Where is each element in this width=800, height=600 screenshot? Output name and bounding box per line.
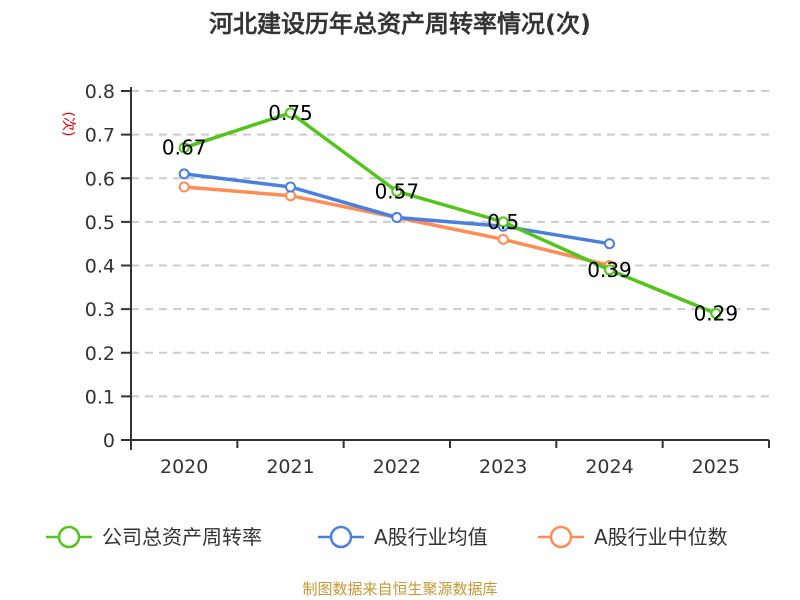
data-point [178, 181, 190, 193]
data-label: 0.75 [268, 101, 313, 125]
legend-marker-icon [549, 525, 573, 549]
y-tick-label: 0.2 [85, 343, 115, 365]
series-line [183, 111, 717, 316]
y-tick-label: 0.8 [85, 81, 115, 103]
data-point [285, 190, 296, 202]
legend-item: A股行业中位数 [538, 525, 728, 549]
x-tick-label: 2021 [266, 456, 314, 478]
data-label: 0.67 [162, 136, 207, 160]
data-point [391, 185, 403, 197]
y-tick-label: 0.6 [85, 168, 115, 190]
x-tick-label: 2024 [585, 456, 633, 478]
source-note: 制图数据来自恒生聚源数据库 [302, 580, 497, 598]
x-tick-label: 2020 [160, 456, 208, 478]
data-point [285, 107, 296, 119]
data-labels: 0.67 0.75 0.57 0.5 0.39 0.29 [162, 101, 738, 326]
y-tick-label: 0.1 [85, 386, 115, 408]
data-point [178, 142, 190, 154]
x-tick-label: 2025 [692, 456, 740, 478]
data-point [391, 212, 403, 224]
data-label: 0.5 [487, 210, 519, 234]
gridlines [131, 90, 769, 398]
x-tick-label: 2023 [479, 456, 527, 478]
chart-title: 河北建设历年总资产周转率情况(次) [209, 10, 591, 38]
y-tick-label: 0.7 [85, 125, 115, 147]
series-lines [178, 107, 722, 319]
axes [121, 87, 769, 450]
data-point [178, 168, 190, 180]
data-label: 0.29 [694, 301, 739, 325]
x-axis-ticks: 2020 2021 2022 2023 2024 2025 [130, 440, 770, 478]
data-label: 0.57 [375, 179, 420, 203]
legend-item: A股行业均值 [318, 525, 488, 549]
legend-label: A股行业中位数 [594, 525, 728, 549]
legend: 公司总资产周转率 A股行业均值 A股行业中位数 [46, 525, 728, 549]
legend-label: 公司总资产周转率 [102, 525, 262, 549]
y-tick-label: 0.5 [85, 212, 115, 234]
data-point [285, 181, 296, 193]
legend-label: A股行业均值 [374, 525, 488, 549]
legend-item: 公司总资产周转率 [46, 525, 262, 549]
y-axis-unit-label: (次) [60, 112, 76, 137]
data-point [497, 233, 509, 245]
data-point [604, 238, 615, 250]
legend-marker-icon [329, 525, 353, 549]
y-axis-ticks: 0 0.1 0.2 0.3 0.4 0.5 0.6 0.7 0.8 [85, 81, 131, 452]
y-tick-label: 0.4 [85, 256, 115, 278]
data-point [710, 307, 722, 319]
data-label: 0.39 [587, 258, 632, 282]
x-tick-label: 2022 [373, 456, 421, 478]
y-tick-label: 0 [103, 430, 115, 452]
data-point [497, 216, 509, 228]
y-tick-label: 0.3 [85, 299, 115, 321]
legend-marker-icon [57, 525, 81, 549]
data-point [604, 264, 615, 276]
